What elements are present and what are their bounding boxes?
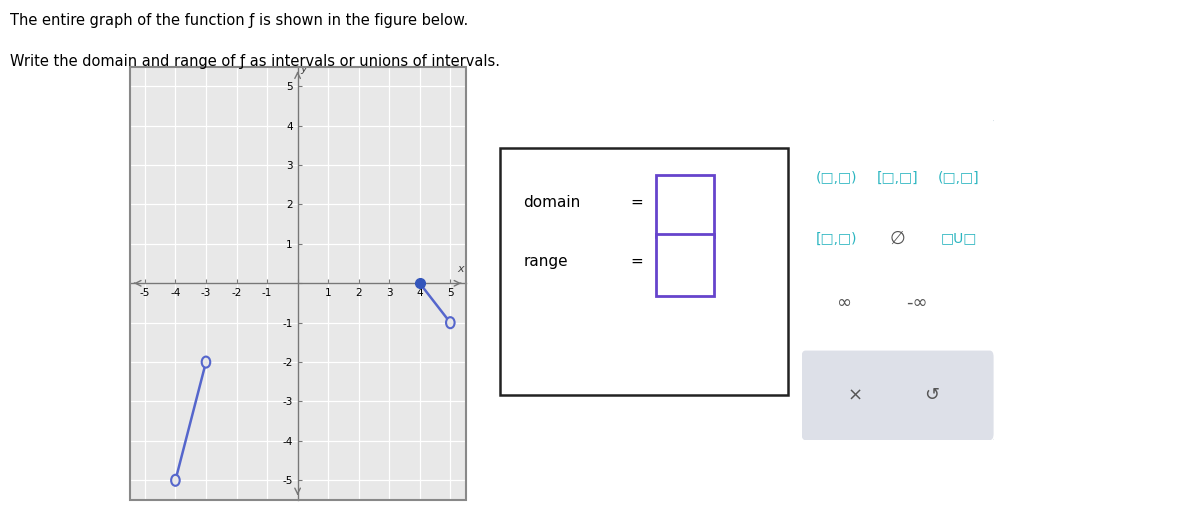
Text: =: = [630, 254, 643, 269]
Circle shape [202, 357, 210, 367]
FancyBboxPatch shape [500, 148, 788, 395]
Text: [□,□]: [□,□] [877, 171, 918, 185]
Text: x: x [457, 264, 464, 274]
Circle shape [446, 317, 455, 328]
Text: y: y [300, 64, 307, 74]
Text: =: = [630, 195, 643, 209]
Text: ×: × [847, 386, 863, 405]
FancyBboxPatch shape [656, 234, 714, 296]
Text: -∞: -∞ [906, 294, 928, 312]
Text: [□,□): [□,□) [816, 232, 857, 246]
Text: ∅: ∅ [889, 230, 906, 248]
FancyBboxPatch shape [802, 350, 994, 440]
FancyBboxPatch shape [656, 175, 714, 237]
Text: (□,□]: (□,□] [938, 171, 980, 185]
Text: Write the domain and range of ƒ as intervals or unions of intervals.: Write the domain and range of ƒ as inter… [10, 54, 499, 69]
Text: The entire graph of the function ƒ is shown in the figure below.: The entire graph of the function ƒ is sh… [10, 13, 468, 28]
FancyBboxPatch shape [799, 117, 996, 443]
Text: range: range [523, 254, 568, 269]
Text: ↺: ↺ [924, 386, 940, 405]
Circle shape [172, 475, 180, 486]
Text: □U□: □U□ [941, 232, 977, 246]
Text: (□,□): (□,□) [816, 171, 857, 185]
Text: ∞: ∞ [836, 294, 851, 312]
Text: domain: domain [523, 195, 581, 209]
